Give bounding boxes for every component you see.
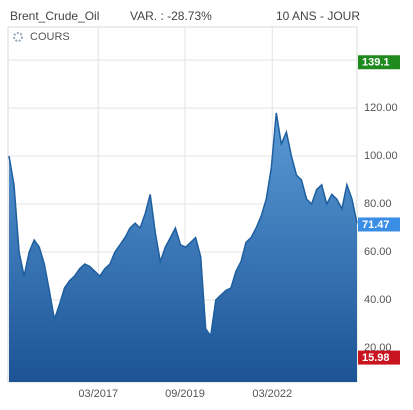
series-label: COURS <box>30 31 70 43</box>
y-tick-label: 80.00 <box>364 198 392 210</box>
chart-title: Brent_Crude_Oil <box>10 9 99 23</box>
x-tick-label: 03/2017 <box>78 388 118 400</box>
y-tick-label: 120.00 <box>364 102 398 114</box>
settings-icon[interactable] <box>13 32 23 42</box>
x-tick-label: 03/2022 <box>252 388 292 400</box>
y-tick-label: 60.00 <box>364 246 392 258</box>
value-badge <box>358 55 400 70</box>
line <box>8 112 358 338</box>
y-tick-label: 40.00 <box>364 294 392 306</box>
x-tick-label: 09/2019 <box>165 388 205 400</box>
period-label: 10 ANS - JOUR <box>276 9 360 23</box>
value-badge <box>358 217 400 232</box>
y-tick-label: 100.00 <box>364 150 398 162</box>
change-label: VAR. : -28.73% <box>130 9 212 23</box>
value-badge-label: 15.98 <box>362 352 390 364</box>
value-badge-label: 71.47 <box>362 219 390 231</box>
area <box>9 112 357 383</box>
value-badge-label: 139.1 <box>362 57 390 69</box>
value-badge <box>358 350 400 365</box>
